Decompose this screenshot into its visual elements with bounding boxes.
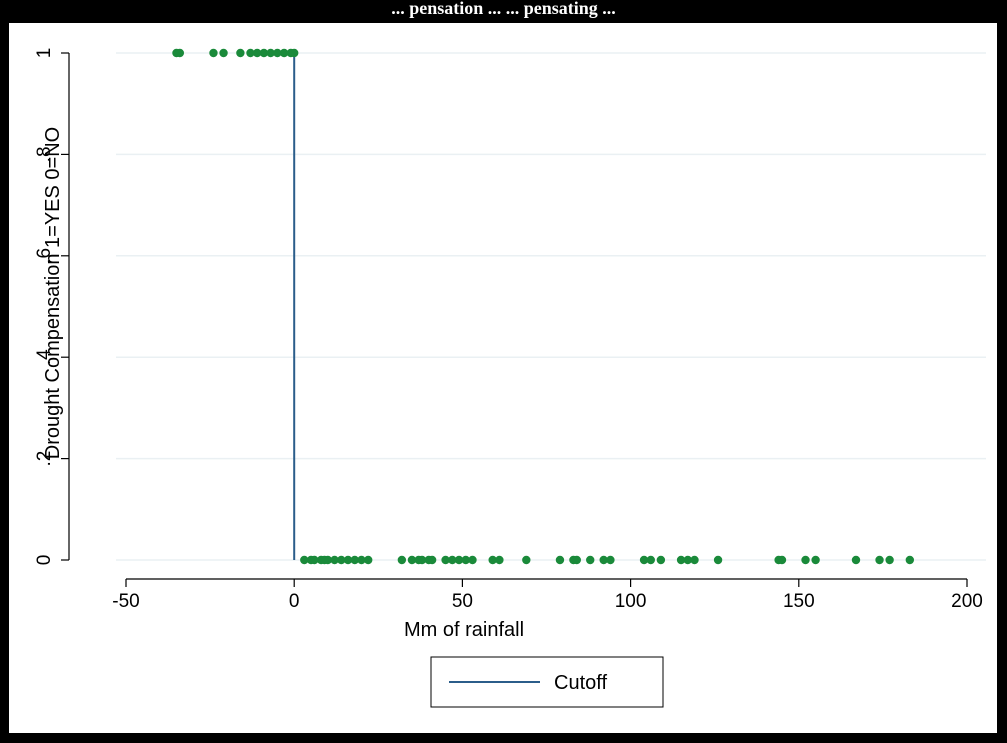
data-point (555, 555, 565, 565)
data-point (905, 555, 915, 565)
y-tick-label: .2 (34, 451, 55, 467)
y-tick-label: 0 (34, 555, 55, 566)
data-point (646, 555, 655, 565)
data-point (777, 555, 787, 565)
x-tick-label: 150 (783, 591, 815, 612)
data-point (851, 555, 861, 565)
data-point (656, 555, 666, 565)
legend-label-cutoff: Cutoff (554, 672, 607, 694)
data-point (259, 48, 269, 58)
data-point (875, 555, 884, 565)
y-tick-label: .8 (34, 146, 55, 162)
y-tick-label: .6 (34, 248, 55, 264)
data-point (219, 48, 228, 58)
data-point (522, 555, 531, 565)
data-point (683, 555, 692, 565)
data-point (461, 555, 470, 565)
figure-caption: ... pensation ... ... pensating ... (391, 0, 616, 18)
data-point (266, 48, 275, 58)
data-point (676, 555, 686, 565)
data-point (273, 48, 282, 58)
data-point (323, 555, 333, 565)
data-point (690, 555, 699, 565)
data-marks (172, 48, 915, 565)
data-point (252, 48, 262, 58)
data-point (468, 555, 477, 565)
data-point (357, 555, 366, 565)
data-point (599, 555, 608, 565)
y-tick-label: 1 (34, 48, 55, 59)
data-point (364, 555, 373, 565)
x-tick-label: 100 (615, 591, 647, 612)
data-point (495, 555, 504, 565)
data-point (330, 555, 339, 565)
data-point (300, 555, 309, 565)
graph-area: 0 .2 .4 .6 .8 1 -50 0 50 100 150 200 Mm of rainfall… (9, 23, 997, 733)
data-point (441, 555, 450, 565)
data-point (606, 555, 615, 565)
data-point (175, 48, 185, 58)
x-axis-title: Mm of rainfall (404, 619, 524, 641)
data-point (246, 48, 255, 58)
y-axis-title: Drought Compensation 1=YES 0=NO (42, 127, 64, 459)
data-point (290, 48, 299, 58)
data-point (350, 555, 359, 565)
data-point (209, 48, 218, 58)
data-point (337, 555, 346, 565)
data-point (488, 555, 497, 565)
data-point (885, 555, 894, 565)
data-point (454, 555, 464, 565)
x-tick-label: 200 (951, 591, 983, 612)
x-tick-label: 0 (289, 591, 300, 612)
data-point (236, 48, 245, 58)
legend: Cutoff (430, 656, 664, 708)
data-point (448, 555, 457, 565)
x-tick-label: -50 (112, 591, 139, 612)
data-point (801, 555, 810, 565)
x-tick-label: 50 (452, 591, 473, 612)
data-point (713, 555, 723, 565)
y-tick-label: .4 (34, 349, 55, 365)
data-point (427, 555, 437, 565)
data-point (586, 555, 595, 565)
scatter-chart: 0 .2 .4 .6 .8 1 -50 0 50 100 150 200 Mm of rainfall… (34, 31, 986, 708)
data-point (417, 555, 427, 565)
data-point (397, 555, 407, 565)
data-point (572, 555, 581, 565)
data-point (310, 555, 319, 565)
data-point (407, 555, 417, 565)
data-point (811, 555, 820, 565)
plot-region (116, 31, 986, 579)
axes: 0 .2 .4 .6 .8 1 -50 0 50 100 150 200 (34, 48, 983, 612)
data-point (279, 48, 289, 58)
data-point (639, 555, 649, 565)
data-point (343, 555, 353, 565)
